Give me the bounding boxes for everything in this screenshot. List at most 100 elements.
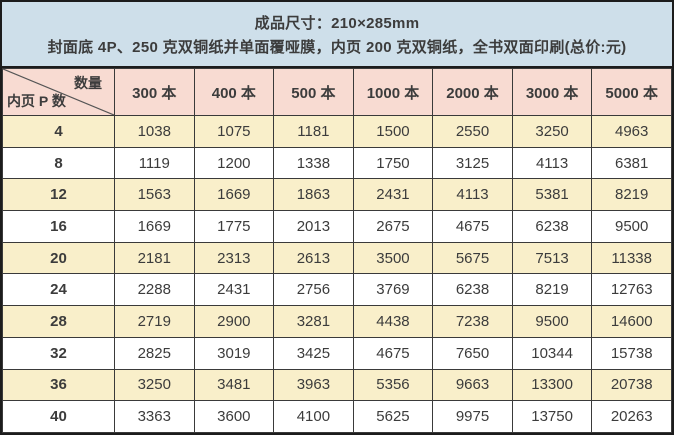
pages-count-cell: 24: [2, 273, 115, 307]
price-cell: 2431: [352, 178, 434, 212]
price-cell: 2431: [193, 273, 275, 307]
price-cell: 1038: [114, 115, 195, 148]
pages-count-cell: 36: [2, 368, 115, 402]
price-cell: 4675: [352, 336, 434, 370]
price-cell: 1200: [193, 146, 275, 180]
corner-header-cell: 数量 内页 P 数: [2, 68, 115, 116]
price-cell: 1863: [273, 178, 354, 212]
price-cell: 2900: [193, 305, 275, 338]
price-cell: 5625: [352, 400, 434, 433]
price-cell: 1563: [114, 178, 195, 212]
price-cell: 2675: [352, 210, 434, 243]
price-cell: 1750: [352, 146, 434, 180]
price-cell: 20263: [591, 400, 672, 433]
table-row: 28 2719 2900 3281 4438 7238 9500 14600: [2, 305, 672, 338]
price-cell: 7513: [511, 241, 593, 275]
price-cell: 14600: [591, 305, 672, 338]
price-cell: 1338: [273, 146, 354, 180]
pages-count-cell: 12: [2, 178, 115, 212]
quantity-column-header: 5000 本: [591, 68, 672, 116]
price-cell: 1669: [193, 178, 275, 212]
price-table-body: 4 1038 1075 1181 1500 2550 3250 4963 8 1119 1200 13…: [2, 115, 672, 433]
price-cell: 5675: [432, 241, 513, 275]
table-row: 8 1119 1200 1338 1750 3125 4113 6381: [2, 146, 672, 180]
price-cell: 1075: [193, 115, 275, 148]
price-cell: 3281: [273, 305, 354, 338]
price-cell: 4113: [432, 178, 513, 212]
price-cell: 3363: [114, 400, 195, 433]
price-cell: 1119: [114, 146, 195, 180]
table-row: 36 3250 3481 3963 5356 9663 13300 20738: [2, 368, 672, 402]
table-row: 12 1563 1669 1863 2431 4113 5381 8219: [2, 178, 672, 212]
price-cell: 7650: [432, 336, 513, 370]
table-row: 20 2181 2313 2613 3500 5675 7513 11338: [2, 241, 672, 275]
pages-count-cell: 28: [2, 305, 115, 338]
price-cell: 3600: [193, 400, 275, 433]
price-cell: 3250: [511, 115, 593, 148]
price-cell: 11338: [591, 241, 672, 275]
pages-count-cell: 32: [2, 336, 115, 370]
price-cell: 2013: [273, 210, 354, 243]
price-cell: 9663: [432, 368, 513, 402]
price-cell: 2756: [273, 273, 354, 307]
price-cell: 4963: [591, 115, 672, 148]
price-cell: 12763: [591, 273, 672, 307]
price-cell: 15738: [591, 336, 672, 370]
quantity-column-header: 300 本: [114, 68, 195, 116]
price-cell: 3500: [352, 241, 434, 275]
table-row: 40 3363 3600 4100 5625 9975 13750 20263: [2, 400, 672, 433]
price-cell: 2181: [114, 241, 195, 275]
price-cell: 3481: [193, 368, 275, 402]
pages-count-cell: 20: [2, 241, 115, 275]
table-row: 4 1038 1075 1181 1500 2550 3250 4963: [2, 115, 672, 148]
price-cell: 4113: [511, 146, 593, 180]
table-row: 16 1669 1775 2013 2675 4675 6238 9500: [2, 210, 672, 243]
corner-quantity-label: 数量: [74, 75, 102, 91]
price-cell: 7238: [432, 305, 513, 338]
quantity-column-header: 500 本: [273, 68, 354, 116]
price-cell: 2613: [273, 241, 354, 275]
pages-count-cell: 16: [2, 210, 115, 243]
price-cell: 5381: [511, 178, 593, 212]
caption-size-line: 成品尺寸：210×285mm: [254, 14, 420, 32]
price-cell: 3019: [193, 336, 275, 370]
price-cell: 10344: [511, 336, 593, 370]
price-cell: 3125: [432, 146, 513, 180]
price-cell: 9500: [591, 210, 672, 243]
table-row: 32 2825 3019 3425 4675 7650 10344 15738: [2, 336, 672, 370]
corner-pages-label: 内页 P 数: [7, 93, 66, 109]
price-table: 数量 内页 P 数 300 本 400 本 500 本 1000 本 2000 本 300…: [2, 68, 672, 433]
price-cell: 8219: [511, 273, 593, 307]
price-cell: 8219: [591, 178, 672, 212]
header-row: 数量 内页 P 数 300 本 400 本 500 本 1000 本 2000 本 300…: [2, 68, 672, 116]
price-cell: 1500: [352, 115, 434, 148]
table-row: 24 2288 2431 2756 3769 6238 8219 12763: [2, 273, 672, 307]
price-cell: 20738: [591, 368, 672, 402]
pages-count-cell: 40: [2, 400, 115, 433]
price-cell: 3425: [273, 336, 354, 370]
quantity-column-header: 3000 本: [511, 68, 593, 116]
caption-spec-line: 封面底 4P、250 克双铜纸并单面覆哑膜，内页 200 克双铜纸，全书双面印刷…: [47, 38, 627, 56]
price-cell: 2550: [432, 115, 513, 148]
price-cell: 4100: [273, 400, 354, 433]
quantity-column-header: 1000 本: [352, 68, 434, 116]
price-cell: 3963: [273, 368, 354, 402]
pages-count-cell: 8: [2, 146, 115, 180]
quantity-column-header: 400 本: [193, 68, 275, 116]
price-cell: 2288: [114, 273, 195, 307]
price-cell: 1669: [114, 210, 195, 243]
price-cell: 2825: [114, 336, 195, 370]
price-cell: 4438: [352, 305, 434, 338]
diagonal-divider-line: [3, 69, 114, 115]
price-cell: 2313: [193, 241, 275, 275]
price-cell: 1775: [193, 210, 275, 243]
price-cell: 1181: [273, 115, 354, 148]
price-cell: 13750: [511, 400, 593, 433]
price-cell: 4675: [432, 210, 513, 243]
price-cell: 6381: [591, 146, 672, 180]
pages-count-cell: 4: [2, 115, 115, 148]
price-cell: 9975: [432, 400, 513, 433]
quantity-column-header: 2000 本: [432, 68, 513, 116]
price-cell: 13300: [511, 368, 593, 402]
